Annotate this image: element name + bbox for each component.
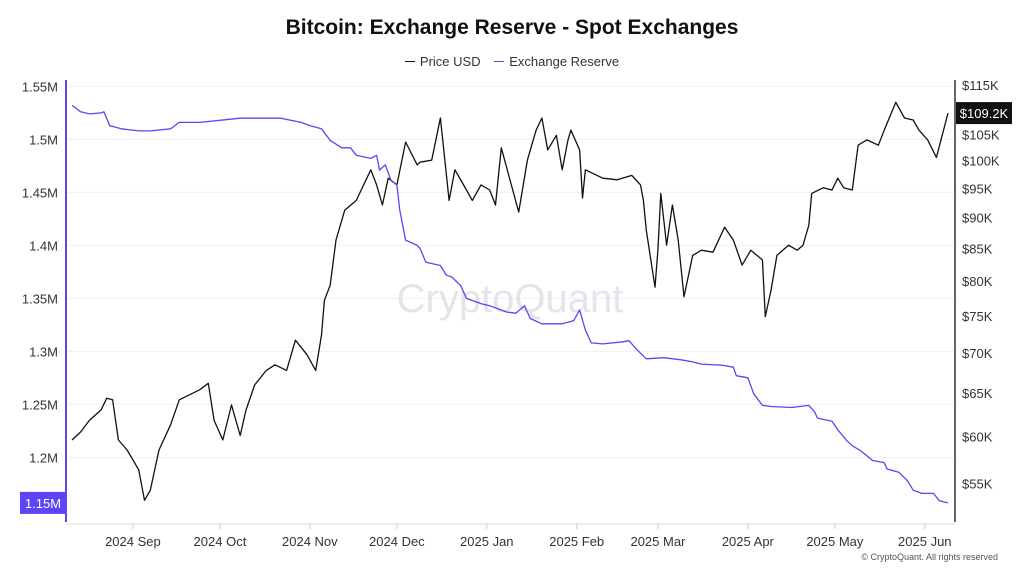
watermark: CryptoQuant — [397, 277, 624, 321]
axes: 1.55M 1.5M 1.45M 1.4M 1.35M 1.3M 1.25M 1.2M $115… — [20, 78, 1012, 549]
right-tick-label: $100K — [962, 154, 1000, 169]
right-tick-label: $55K — [962, 476, 993, 491]
right-tick-label: $95K — [962, 181, 993, 196]
copyright-text: © CryptoQuant. All rights reserved — [861, 552, 998, 562]
legend: Price USD Exchange Reserve — [0, 50, 1024, 69]
current-price-badge — [956, 102, 1012, 125]
legend-label-reserve: Exchange Reserve — [509, 53, 620, 69]
exchange-reserve-line — [71, 104, 949, 504]
chart-title: Bitcoin: Exchange Reserve - Spot Exchang… — [285, 16, 739, 39]
x-tick-label: 2025 Feb — [549, 534, 604, 549]
legend-swatch-price — [404, 60, 415, 62]
right-tick-label: $85K — [962, 241, 993, 256]
x-tick-label: 2024 Nov — [282, 534, 338, 549]
left-tick-label: 1.5M — [29, 132, 58, 147]
x-tick-label: 2024 Sep — [105, 534, 161, 549]
left-tick-label: 1.35M — [22, 291, 58, 306]
right-tick-label: $115K — [962, 78, 999, 93]
x-tick-label: 2025 Apr — [722, 534, 775, 549]
right-tick-label: $80K — [962, 274, 993, 289]
legend-item-price[interactable]: Price USD — [404, 53, 481, 69]
left-tick-label: 1.2M — [29, 450, 58, 465]
x-tick-label: 2024 Dec — [369, 534, 425, 549]
price-usd-line — [71, 101, 949, 501]
left-tick-label: 1.45M — [22, 185, 58, 200]
gridlines — [66, 85, 955, 458]
legend-label-price: Price USD — [419, 53, 481, 69]
left-tick-label: 1.4M — [29, 238, 58, 253]
series-lines — [71, 101, 949, 504]
right-tick-label: $70K — [962, 346, 993, 361]
current-reserve-badge — [20, 491, 66, 514]
x-tick-label: 2025 Jun — [898, 534, 952, 549]
right-tick-label: $60K — [962, 429, 993, 444]
right-tick-label: $105K — [962, 127, 1000, 142]
right-tick-label: $65K — [962, 386, 993, 401]
x-tick-label: 2024 Oct — [194, 534, 247, 549]
left-tick-label: 1.55M — [22, 79, 58, 94]
legend-swatch-reserve — [494, 60, 505, 62]
right-tick-label: $75K — [962, 309, 993, 324]
current-price-label: $109.2K — [960, 106, 1009, 121]
current-reserve-label: 1.15M — [25, 496, 61, 511]
left-tick-label: 1.25M — [22, 397, 58, 412]
legend-item-reserve[interactable]: Exchange Reserve — [494, 54, 619, 69]
right-tick-label: $90K — [962, 210, 993, 225]
x-tick-label: 2025 Jan — [460, 534, 514, 549]
x-tick-label: 2025 May — [806, 534, 864, 549]
left-tick-label: 1.3M — [29, 344, 58, 359]
x-tick-label: 2025 Mar — [630, 534, 686, 549]
